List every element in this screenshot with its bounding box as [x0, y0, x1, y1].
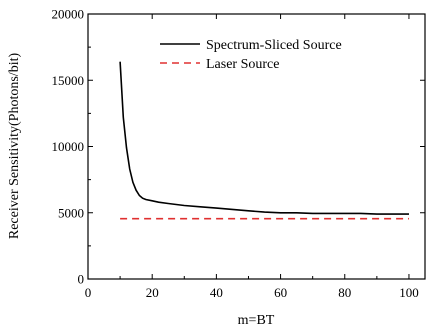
x-tick-label: 80: [338, 285, 351, 300]
x-tick-label: 20: [146, 285, 159, 300]
y-axis-label: Receiver Sensitivity(Photons/bit): [7, 53, 22, 240]
y-tick-label: 20000: [52, 7, 85, 22]
series-line-1: [119, 61, 409, 215]
legend-label-2: Laser Source: [206, 57, 279, 72]
y-tick-label: 10000: [52, 139, 85, 154]
x-axis-label: m=BT: [238, 313, 275, 328]
x-tick-label: 60: [274, 285, 287, 300]
legend-label-1: Spectrum-Sliced Source: [206, 38, 342, 53]
legend: Spectrum-Sliced Source Laser Source: [160, 38, 342, 72]
x-tick-label: 40: [210, 285, 223, 300]
series-layer: [119, 61, 409, 220]
y-tick-label: 15000: [52, 73, 85, 88]
plot-frame: [87, 13, 426, 280]
y-tick-label: 0: [78, 272, 85, 287]
x-tick-label: 100: [399, 285, 419, 300]
plot-area: [87, 13, 426, 280]
x-tick-label: 0: [85, 285, 92, 300]
axes-layer: 0 20 40 60 80 100 0 5000 10000 15000 20000: [52, 7, 425, 300]
y-tick-label: 5000: [58, 205, 84, 220]
